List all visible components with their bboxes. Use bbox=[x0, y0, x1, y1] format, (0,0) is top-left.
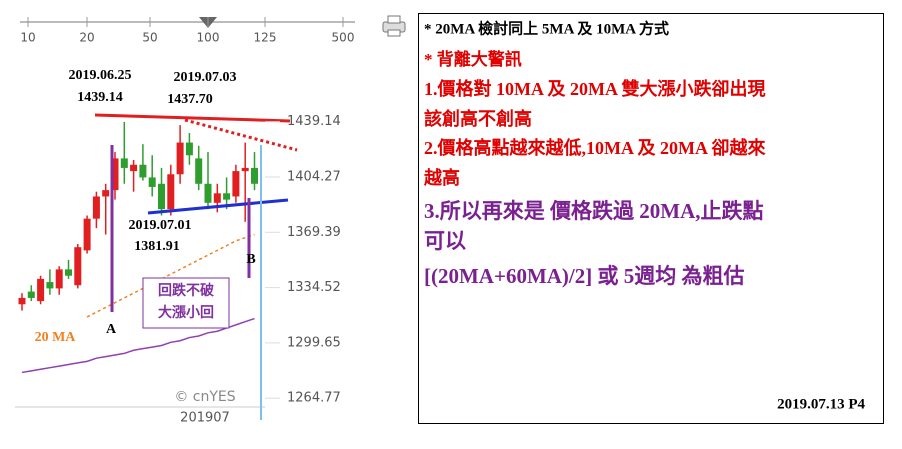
candle-body bbox=[37, 278, 45, 302]
note-line: 3.所以再來是 價格跌過 20MA,止跌點 bbox=[424, 199, 764, 223]
slider-label: 50 bbox=[142, 31, 157, 45]
note-line: [(20MA+60MA)/2] 或 5週均 為粗估 bbox=[424, 264, 745, 288]
print-icon[interactable] bbox=[382, 15, 406, 37]
candle-body bbox=[102, 190, 110, 197]
candle-body bbox=[213, 193, 221, 203]
candle-body bbox=[251, 167, 258, 184]
candle-body bbox=[27, 291, 35, 298]
annotation: A bbox=[106, 322, 117, 337]
candle-body bbox=[158, 183, 165, 210]
ma-trend-line bbox=[184, 118, 298, 152]
candle-body bbox=[241, 167, 249, 172]
candle-body bbox=[83, 218, 91, 251]
annotation: 大漲小回 bbox=[158, 304, 214, 321]
slider-label: 500 bbox=[332, 31, 355, 45]
series-label: 20 MA bbox=[35, 330, 77, 345]
candle-body bbox=[18, 297, 26, 305]
note-line: 可以 bbox=[424, 229, 466, 253]
candle-body bbox=[130, 164, 138, 172]
notes-footer: 2019.07.13 P4 bbox=[777, 396, 865, 412]
candle-body bbox=[120, 158, 128, 168]
annotation: 2019.07.01 bbox=[129, 218, 192, 233]
annotation: 1437.70 bbox=[167, 92, 213, 107]
slider-label: 10 bbox=[20, 31, 35, 45]
candle-body bbox=[176, 142, 184, 175]
candle-body bbox=[223, 193, 231, 200]
ma-line bbox=[86, 233, 255, 318]
annotation: 1439.14 bbox=[77, 90, 123, 105]
candle-body bbox=[111, 158, 119, 191]
slider-label: 125 bbox=[254, 31, 277, 45]
notes-box bbox=[418, 13, 884, 424]
candle-body bbox=[65, 269, 72, 276]
slider-label: 20 bbox=[79, 31, 94, 45]
note-line: 該創高不創高 bbox=[424, 108, 532, 129]
note-line: * 20MA 檢討同上 5MA 及 10MA 方式 bbox=[424, 19, 669, 37]
candle-body bbox=[195, 158, 203, 184]
note-line: 1.價格對 10MA 及 20MA 雙大漲小跌卻出現 bbox=[424, 78, 766, 99]
candle-body bbox=[46, 282, 54, 289]
y-tick-label: 1299.65 bbox=[287, 335, 341, 350]
candle-body bbox=[167, 174, 175, 210]
annotation: 回跌不破 bbox=[158, 282, 214, 299]
y-tick-label: 1369.39 bbox=[287, 225, 341, 240]
note-line: 2.價格高點越來越低,10MA 及 20MA 卻越來 bbox=[424, 137, 766, 158]
annotation: B bbox=[246, 252, 255, 267]
candle-body bbox=[204, 183, 212, 203]
y-tick-label: 1439.14 bbox=[287, 114, 341, 129]
annotation: 2019.06.25 bbox=[69, 68, 132, 83]
candle-body bbox=[232, 171, 240, 197]
candle-body bbox=[148, 177, 156, 187]
candle-body bbox=[55, 269, 63, 289]
period-label: 201907 bbox=[180, 411, 230, 426]
annotation: 2019.07.03 bbox=[174, 70, 237, 85]
watermark: © cnYES bbox=[174, 389, 235, 405]
plot-area bbox=[15, 95, 265, 420]
ma-line bbox=[21, 317, 255, 374]
candle-body bbox=[74, 247, 82, 286]
candle-body bbox=[185, 142, 193, 156]
resistance-line bbox=[94, 113, 291, 123]
support-line bbox=[147, 198, 289, 215]
y-tick-label: 1404.27 bbox=[287, 170, 341, 185]
slider-label: 100 bbox=[197, 31, 220, 45]
note-box bbox=[142, 277, 230, 329]
candle-body bbox=[139, 164, 147, 178]
y-tick-label: 1264.77 bbox=[287, 391, 341, 406]
note-line: * 背離大警訊 bbox=[424, 49, 522, 69]
y-tick-label: 1334.52 bbox=[287, 280, 341, 295]
candle-body bbox=[92, 196, 100, 219]
annotation: 1381.91 bbox=[134, 239, 180, 254]
note-line: 越高 bbox=[423, 167, 460, 188]
